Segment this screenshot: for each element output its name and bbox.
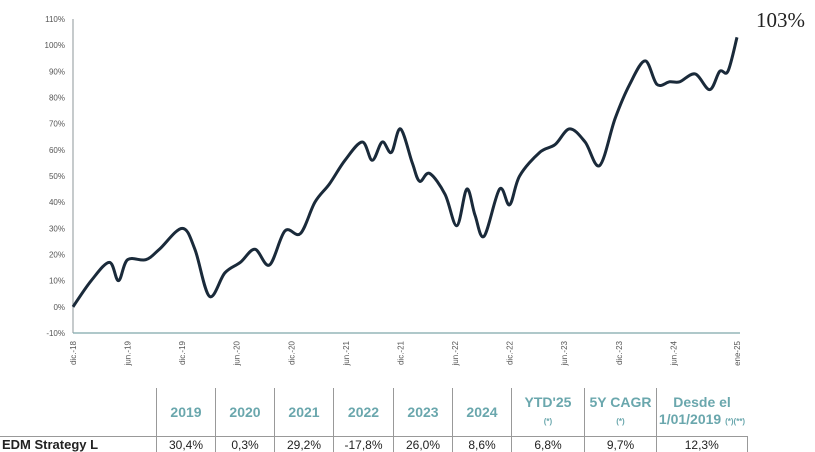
- x-tick-label: dic.-23: [615, 340, 624, 365]
- y-tick-label: 70%: [49, 120, 65, 129]
- y-tick-label: -10%: [46, 329, 65, 338]
- y-tick-label: 110%: [45, 15, 65, 24]
- y-tick-label: 100%: [45, 41, 65, 50]
- x-tick-label: ene-25: [733, 340, 742, 365]
- year-header: 2020: [216, 388, 275, 437]
- y-tick-label: 60%: [49, 146, 65, 155]
- x-tick-label: jun.-21: [342, 340, 351, 366]
- ytd-header: YTD'25(*): [512, 388, 585, 437]
- x-tick-label: jun.-23: [560, 340, 569, 366]
- y-tick-label: 50%: [49, 172, 65, 181]
- performance-line: [73, 37, 737, 307]
- x-tick-label: dic.-22: [506, 340, 515, 365]
- x-tick-label: dic.-18: [69, 340, 78, 365]
- year-header: 2021: [275, 388, 334, 437]
- x-tick-label: jun.-20: [233, 340, 242, 366]
- y-tick-label: 90%: [49, 67, 65, 76]
- x-tick-label: jun.-24: [669, 340, 678, 366]
- y-tick-label: 10%: [49, 277, 65, 286]
- year-header: 2024: [453, 388, 512, 437]
- x-tick-label: dic.-19: [178, 340, 187, 365]
- x-tick-label: jun.-19: [124, 340, 133, 366]
- cagr-header: 5Y CAGR(*): [585, 388, 657, 437]
- year-header: 2019: [157, 388, 216, 437]
- y-tick-label: 80%: [49, 94, 65, 103]
- table-corner: [0, 388, 157, 437]
- y-tick-label: 30%: [49, 224, 65, 233]
- x-tick-label: jun.-22: [451, 340, 460, 366]
- x-tick-label: dic.-21: [396, 340, 405, 365]
- performance-line-chart: -10% 0% 10% 20% 30% 40% 50% 60% 70% 80% 90% 100% 110…: [0, 0, 815, 385]
- year-header: 2023: [394, 388, 453, 437]
- y-tick-label: 0%: [53, 303, 65, 312]
- x-tick-label: dic.-20: [287, 340, 296, 365]
- final-value-label: 103%: [756, 8, 805, 33]
- y-tick-label: 40%: [49, 198, 65, 207]
- year-header: 2022: [334, 388, 394, 437]
- returns-table: 2019 2020 2021 2022 2023 2024 YTD'25(*) …: [0, 388, 748, 452]
- y-tick-label: 20%: [49, 251, 65, 260]
